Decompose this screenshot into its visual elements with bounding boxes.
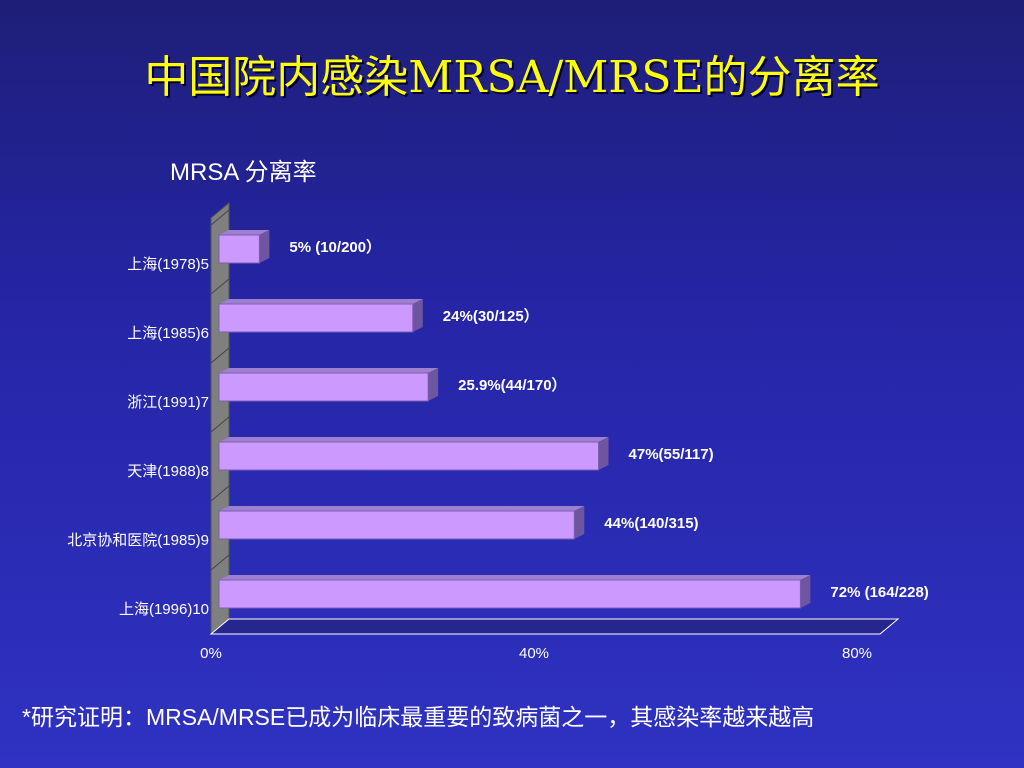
bar-top-face — [219, 437, 609, 442]
category-label: 上海(1996)10 — [119, 601, 209, 618]
wall-gridline — [210, 209, 230, 226]
x-tick-label: 0% — [200, 645, 222, 662]
wall-gridline — [210, 554, 230, 571]
data-label: 25.9%(44/170） — [458, 376, 566, 394]
bar-side-face — [428, 368, 439, 401]
bar — [218, 303, 414, 333]
bar-side-face — [598, 437, 609, 470]
bar-side-face — [259, 230, 270, 263]
category-label: 上海(1985)6 — [127, 325, 209, 342]
x-tick-label: 80% — [842, 645, 872, 662]
bar — [218, 234, 260, 264]
bar-top-face — [219, 299, 423, 304]
data-label: 72% (164/228) — [830, 584, 928, 601]
bar-top-face — [219, 230, 270, 235]
category-label: 浙江(1991)7 — [127, 394, 209, 411]
data-label: 24%(30/125） — [443, 307, 539, 325]
bar-top-face — [219, 506, 585, 511]
wall-gridline — [210, 278, 230, 295]
bar-side-face — [412, 299, 423, 332]
wall-gridline — [210, 485, 230, 502]
chart-title: MRSA 分离率 — [170, 159, 317, 186]
x-tick-label: 40% — [519, 645, 549, 662]
bar-side-face — [574, 506, 585, 539]
data-label: 5% (10/200） — [289, 238, 381, 256]
category-label: 北京协和医院(1985)9 — [67, 531, 209, 549]
bar-top-face — [219, 368, 439, 373]
bar — [218, 510, 575, 540]
bar — [218, 441, 600, 471]
footnote: *研究证明：MRSA/MRSE已成为临床最重要的致病菌之一，其感染率越来越高 — [22, 704, 815, 730]
bar-side-face — [800, 575, 811, 608]
bar — [218, 579, 801, 609]
category-label: 天津(1988)8 — [127, 463, 209, 480]
slide-title: 中国院内感染MRSA/MRSE的分离率 — [144, 52, 880, 103]
wall-gridline — [210, 347, 230, 364]
bar-top-face — [219, 575, 811, 580]
data-label: 47%(55/117) — [629, 446, 714, 463]
chart-side-wall — [210, 201, 230, 636]
category-label: 上海(1978)5 — [127, 256, 209, 273]
bar — [218, 372, 429, 402]
data-label: 44%(140/315) — [604, 515, 698, 532]
wall-gridline — [210, 416, 230, 433]
chart-floor — [209, 618, 900, 635]
